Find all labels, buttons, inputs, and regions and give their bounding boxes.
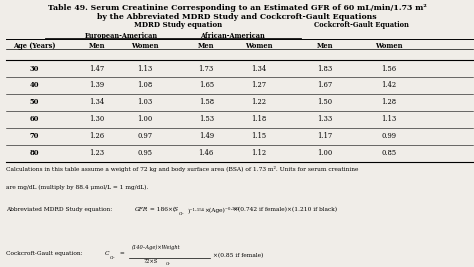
Text: (140–Age)×Weight: (140–Age)×Weight [131,245,180,250]
Text: European-American: European-American [84,32,157,40]
Text: 1.08: 1.08 [137,81,152,89]
Text: ×(0.85 if female): ×(0.85 if female) [213,253,263,258]
Text: 72×S: 72×S [143,259,157,264]
Text: Women: Women [131,42,158,50]
Text: 1.15: 1.15 [251,132,266,140]
Text: Men: Men [198,42,214,50]
Text: 40: 40 [29,81,39,89]
Text: 1.83: 1.83 [317,65,332,73]
Text: = 186×(: = 186×( [148,207,175,212]
Text: 1.23: 1.23 [90,149,105,157]
Text: Women: Women [375,42,402,50]
Text: 1.47: 1.47 [90,65,105,73]
Text: 0.85: 0.85 [381,149,396,157]
Text: 60: 60 [29,115,39,123]
Text: 1.39: 1.39 [90,81,105,89]
Text: 1.27: 1.27 [251,81,266,89]
Text: 1.00: 1.00 [317,149,332,157]
Text: 1.03: 1.03 [137,98,152,106]
Text: 1.00: 1.00 [137,115,152,123]
Text: 1.12: 1.12 [251,149,266,157]
Text: 1.26: 1.26 [90,132,105,140]
Text: Cockcroft-Gault equation:: Cockcroft-Gault equation: [6,251,84,256]
Text: )⁻¹⋅¹⁵⁴: )⁻¹⋅¹⁵⁴ [187,207,204,213]
Text: 1.13: 1.13 [137,65,152,73]
Text: 0.99: 0.99 [381,132,396,140]
Text: 1.42: 1.42 [381,81,396,89]
Text: 1.22: 1.22 [251,98,266,106]
Text: 1.34: 1.34 [90,98,105,106]
Text: =: = [118,251,125,256]
Text: Age (Years): Age (Years) [13,42,55,50]
Text: 1.49: 1.49 [199,132,214,140]
Text: Cr: Cr [166,262,171,266]
Text: GFR: GFR [135,207,148,212]
Text: 30: 30 [29,65,39,73]
Text: by the Abbreviated MDRD Study and Cockcroft-Gault Equations: by the Abbreviated MDRD Study and Cockcr… [97,13,377,21]
Text: Calculations in this table assume a weight of 72 kg and body surface area (BSA) : Calculations in this table assume a weig… [6,166,358,171]
Text: 1.53: 1.53 [199,115,214,123]
Text: 1.65: 1.65 [199,81,214,89]
Text: Men: Men [89,42,105,50]
Text: Cr: Cr [109,256,115,260]
Text: MDRD Study equation: MDRD Study equation [134,21,222,29]
Text: 80: 80 [29,149,39,157]
Text: 1.67: 1.67 [317,81,332,89]
Text: 1.58: 1.58 [199,98,214,106]
Text: 1.30: 1.30 [90,115,105,123]
Text: 1.56: 1.56 [381,65,396,73]
Text: 50: 50 [29,98,39,106]
Text: 0.95: 0.95 [137,149,152,157]
Text: 1.18: 1.18 [251,115,266,123]
Text: African-American: African-American [200,32,264,40]
Text: ×(Age)⁻⁰⋅²⁰³: ×(Age)⁻⁰⋅²⁰³ [204,207,239,213]
Text: 1.13: 1.13 [381,115,396,123]
Text: ×(0.742 if female)×(1.210 if black): ×(0.742 if female)×(1.210 if black) [233,207,337,212]
Text: C: C [104,251,109,256]
Text: 1.50: 1.50 [317,98,332,106]
Text: Table 49. Serum Creatinine Corresponding to an Estimated GFR of 60 mL/min/1.73 m: Table 49. Serum Creatinine Corresponding… [47,4,427,12]
Text: Abbreviated MDRD Study equation:: Abbreviated MDRD Study equation: [6,207,114,212]
Text: 1.28: 1.28 [381,98,396,106]
Text: 70: 70 [29,132,39,140]
Text: Women: Women [245,42,272,50]
Text: Cr: Cr [179,212,184,216]
Text: are mg/dL (multiply by 88.4 μmol/L = 1 mg/dL).: are mg/dL (multiply by 88.4 μmol/L = 1 m… [6,185,148,190]
Text: 1.17: 1.17 [317,132,332,140]
Text: 0.97: 0.97 [137,132,152,140]
Text: S: S [174,207,178,212]
Text: 1.73: 1.73 [199,65,214,73]
Text: 1.34: 1.34 [251,65,266,73]
Text: 1.33: 1.33 [317,115,332,123]
Text: 1.46: 1.46 [199,149,214,157]
Text: Men: Men [317,42,333,50]
Text: Cockcroft-Gault Equation: Cockcroft-Gault Equation [314,21,409,29]
